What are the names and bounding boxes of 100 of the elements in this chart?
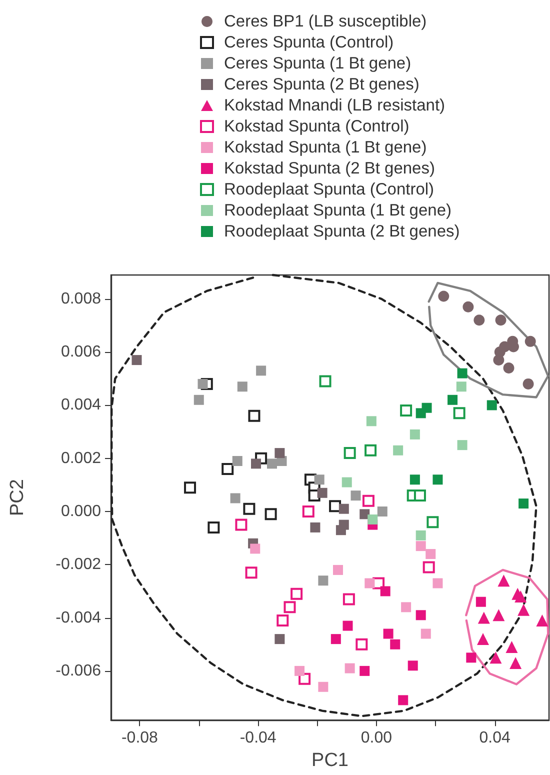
point [338, 504, 349, 514]
point [498, 574, 510, 587]
point [342, 593, 355, 606]
point [336, 525, 346, 536]
point [490, 652, 502, 664]
point [477, 633, 490, 646]
point [344, 663, 355, 674]
point [506, 641, 518, 654]
point [256, 366, 266, 376]
point [486, 400, 497, 410]
legend-label: Roodeplaat Spunta (2 Bt genes) [224, 222, 460, 240]
point [510, 656, 522, 669]
point [243, 502, 256, 515]
point [248, 410, 260, 422]
legend-label: Roodeplaat Spunta (1 Bt gene) [224, 202, 452, 220]
legend-label: Ceres BP1 (LB susceptible) [224, 12, 427, 30]
point [251, 458, 262, 469]
point [410, 474, 420, 485]
point [414, 490, 426, 502]
point [383, 628, 394, 639]
point [438, 290, 450, 302]
point [356, 638, 368, 650]
point [232, 456, 242, 466]
point [448, 394, 458, 405]
point [416, 541, 426, 552]
x-tick-label: -0.04 [240, 730, 276, 747]
legend-label: Kokstad Mnandi (LB resistant) [224, 96, 446, 114]
point [132, 355, 142, 366]
point [184, 482, 196, 494]
point [456, 382, 466, 392]
line-series [110, 274, 538, 718]
legend-label: Ceres Spunta (Control) [224, 34, 394, 52]
point [377, 506, 388, 516]
point [310, 522, 320, 532]
point [400, 404, 412, 417]
point [478, 612, 490, 624]
y-tick-label: 0.006 [60, 344, 102, 361]
point [245, 566, 258, 579]
line-series [428, 282, 550, 398]
y-tick-label: -0.002 [56, 556, 102, 574]
point [422, 561, 435, 574]
x-tick-label: -0.08 [121, 730, 158, 747]
point [274, 448, 285, 458]
point [476, 596, 486, 607]
point [222, 462, 234, 475]
point [208, 521, 220, 534]
point [416, 610, 426, 620]
point [474, 314, 485, 326]
point [302, 506, 314, 518]
point [401, 602, 412, 612]
point [319, 375, 332, 388]
point [518, 604, 530, 616]
point [495, 314, 506, 326]
point [314, 474, 324, 485]
point [250, 544, 260, 554]
point [350, 490, 361, 501]
point [198, 378, 208, 389]
point [230, 493, 240, 504]
point [266, 458, 277, 469]
y-axis-title: PC2 [7, 479, 28, 516]
point [317, 488, 328, 498]
y-tick-label: 0.002 [60, 450, 102, 467]
point [393, 445, 404, 456]
line-series [465, 568, 550, 686]
x-tick-label: 0.00 [360, 730, 392, 747]
y-tick-label: 0.008 [60, 290, 102, 308]
point [368, 514, 378, 524]
point [298, 672, 311, 685]
point [276, 614, 289, 626]
point [318, 682, 328, 692]
point [360, 509, 370, 520]
y-tick-label: 0.000 [60, 503, 102, 520]
point [318, 576, 328, 586]
point [366, 416, 376, 426]
point [416, 530, 426, 540]
legend-label: Kokstad Spunta (2 Bt genes) [224, 160, 435, 178]
point [503, 362, 514, 374]
point [362, 494, 374, 507]
point [420, 628, 431, 639]
point [264, 508, 277, 520]
point [329, 500, 342, 512]
y-tick-label: 0.004 [60, 396, 102, 414]
point [390, 639, 400, 650]
point [432, 474, 443, 485]
y-tick-label: -0.004 [56, 609, 102, 626]
point [237, 382, 248, 392]
point [536, 614, 548, 626]
point [457, 368, 468, 378]
point [426, 516, 439, 528]
point [432, 578, 443, 588]
point [364, 578, 375, 588]
point [284, 601, 296, 614]
x-axis-title: PC1 [312, 750, 348, 771]
point [380, 586, 390, 596]
point [294, 666, 305, 676]
point [342, 620, 353, 631]
point [422, 402, 432, 413]
point [522, 378, 534, 390]
y-tick-label: -0.006 [56, 662, 102, 680]
legend-label: Kokstad Spunta (Control) [224, 118, 410, 136]
